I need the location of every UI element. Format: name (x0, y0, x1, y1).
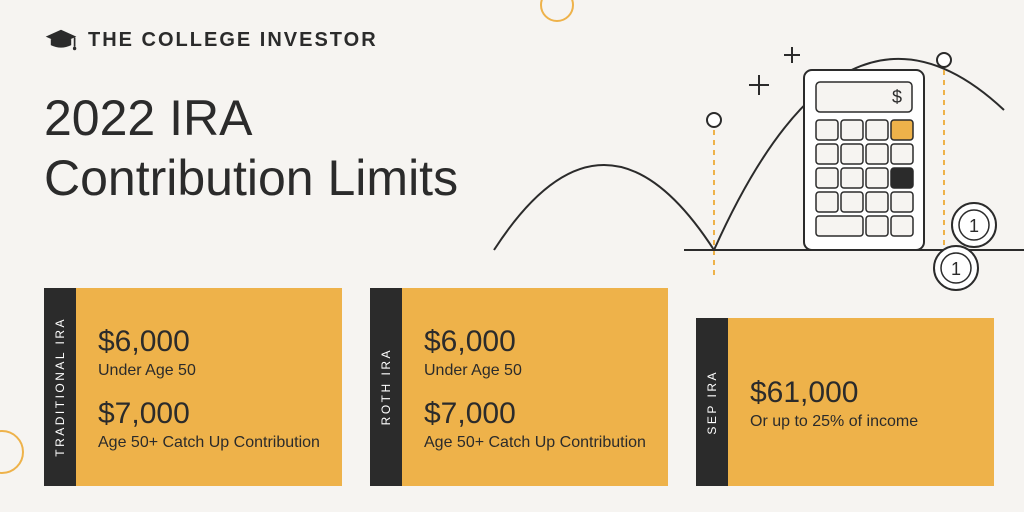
amount: $6,000 (424, 325, 652, 359)
card-traditional-ira: TRADITIONAL IRA $6,000 Under Age 50 $7,0… (44, 288, 342, 486)
decor-ring-left (0, 430, 24, 474)
card-tab: ROTH IRA (370, 288, 402, 486)
card-tab: SEP IRA (696, 318, 728, 486)
cards-row: TRADITIONAL IRA $6,000 Under Age 50 $7,0… (44, 288, 994, 486)
card-sep-ira: SEP IRA $61,000 Or up to 25% of income (696, 318, 994, 486)
title-line-1: 2022 IRA (44, 90, 252, 146)
amount-label: Age 50+ Catch Up Contribution (98, 433, 326, 453)
amount-label: Under Age 50 (98, 361, 326, 381)
card-tab: TRADITIONAL IRA (44, 288, 76, 486)
coin-label-1: 1 (969, 216, 979, 236)
coin-label-2: 1 (951, 259, 961, 279)
amount-label: Age 50+ Catch Up Contribution (424, 433, 652, 453)
title-line-2: Contribution Limits (44, 150, 458, 206)
amount: $61,000 (750, 376, 978, 410)
tab-label: TRADITIONAL IRA (53, 317, 67, 457)
tab-label: SEP IRA (705, 370, 719, 435)
amount: $7,000 (424, 397, 652, 431)
tab-label: ROTH IRA (379, 348, 393, 425)
brand: THE COLLEGE INVESTOR (44, 28, 378, 52)
amount: $7,000 (98, 397, 326, 431)
card-body: $6,000 Under Age 50 $7,000 Age 50+ Catch… (402, 288, 668, 486)
graduation-cap-icon (44, 28, 78, 52)
card-roth-ira: ROTH IRA $6,000 Under Age 50 $7,000 Age … (370, 288, 668, 486)
amount-label: Or up to 25% of income (750, 412, 978, 432)
page-title: 2022 IRA Contribution Limits (44, 88, 458, 208)
brand-name: THE COLLEGE INVESTOR (88, 29, 378, 52)
hero-illustration: $ 1 1 (484, 0, 1024, 300)
amount-label: Under Age 50 (424, 361, 652, 381)
calculator-display-text: $ (892, 87, 902, 107)
card-body: $61,000 Or up to 25% of income (728, 318, 994, 486)
card-body: $6,000 Under Age 50 $7,000 Age 50+ Catch… (76, 288, 342, 486)
amount: $6,000 (98, 325, 326, 359)
